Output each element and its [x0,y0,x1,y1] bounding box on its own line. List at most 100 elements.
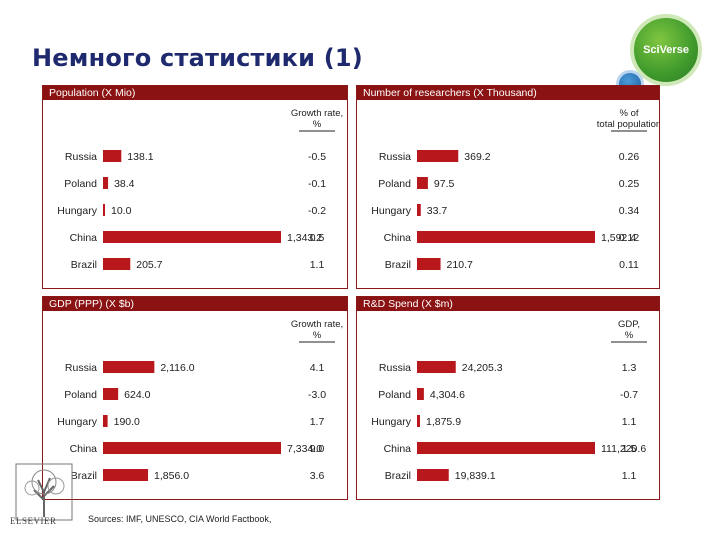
header-line: Growth rate, [291,108,343,119]
extra-value: -0.5 [308,151,326,163]
extra-value: 1.1 [622,470,637,482]
extra-value: 3.6 [310,470,325,482]
extra-value: 1.1 [310,259,325,271]
category-label: Hungary [57,416,97,428]
bar [103,231,281,243]
category-label: Brazil [385,259,411,271]
bar [103,258,131,270]
extra-value: 0.26 [619,151,640,163]
category-label: Russia [379,151,411,163]
bar [417,415,421,427]
panel-researchers: Number of researchers (X Thousand) % of t… [356,85,660,289]
header-line: Growth rate, [291,319,343,330]
extra-value: 4.1 [310,362,325,374]
extra-value: -0.7 [620,389,638,401]
value-label: 190.0 [114,416,140,428]
header-line: % [313,119,322,130]
chart-population: Growth rate, % Russia 138.1 -0.5 Poland 38.4 -0… [57,108,343,271]
value-label: 111,220.6 [601,443,646,455]
bar [417,204,421,216]
value-label: 4,304.6 [430,389,465,401]
value-label: 1,343.2 [287,232,322,244]
category-label: Russia [65,362,97,374]
value-label: 24,205.3 [462,362,503,374]
extra-column-header: Growth rate,% [291,319,343,341]
category-label: Hungary [371,416,411,428]
bar [103,150,122,162]
extra-value: -3.0 [308,389,326,401]
value-label: 205.7 [136,259,162,271]
extra-value: 0.34 [619,205,640,217]
header-line: % [625,330,634,341]
elsevier-tree-logo [15,463,73,521]
category-label: China [70,232,98,244]
bar [417,258,441,270]
value-label: 1,856.0 [154,470,189,482]
value-label: 19,839.1 [455,470,496,482]
value-label: 138.1 [127,151,153,163]
value-label: 33.7 [427,205,448,217]
category-label: Hungary [371,205,411,217]
header-line: GDP, [618,319,640,330]
category-label: Poland [64,389,97,401]
category-label: China [384,443,412,455]
extra-value: 1.1 [622,416,637,428]
panel-population: Population (X Mio) Growth rate,% Russia 13… [42,85,348,289]
category-label: Brazil [385,470,411,482]
panel-title: GDP (PPP) (X $b) [43,297,347,311]
sciverse-badge: SciVerse [630,14,702,86]
bar [417,388,424,400]
bar [103,388,119,400]
extra-value: 0.12 [619,232,640,244]
category-label: Russia [379,362,411,374]
category-label: China [384,232,412,244]
bar [103,469,149,481]
bar [417,442,595,454]
extra-value: 0.5 [310,232,325,244]
value-label: 1,592.4 [601,232,636,244]
category-label: Poland [64,178,97,190]
elsevier-logo-text: ELSEVIER [10,516,57,526]
value-label: 624.0 [124,389,150,401]
bar [103,442,281,454]
category-label: Brazil [71,259,97,271]
extra-column-header: % of total population [597,108,659,130]
extra-value: -0.2 [308,205,326,217]
header-line: total population [597,119,659,130]
category-label: China [70,443,98,455]
bar [103,361,155,373]
category-label: Poland [378,389,411,401]
value-label: 10.0 [111,205,132,217]
extra-value: 9.0 [310,443,325,455]
sources-note: Sources: IMF, UNESCO, CIA World Factbook… [88,514,272,524]
category-label: Russia [65,151,97,163]
extra-column-header: Growth rate,% [291,108,343,130]
panel-title: R&D Spend (X $m) [357,297,659,311]
bar [417,150,459,162]
extra-column-header: GDP,% [618,319,640,341]
value-label: 38.4 [114,178,135,190]
bar [103,204,105,216]
value-label: 7,334.0 [287,443,322,455]
category-label: Poland [378,178,411,190]
chart-researchers: % of total population Russia 369.2 0.26 Polan… [371,108,659,271]
page-title: Немного статистики (1) [32,44,363,72]
bar [103,177,109,189]
value-label: 369.2 [464,151,490,163]
header-line: % of [619,108,638,119]
extra-value: -0.1 [308,178,326,190]
extra-value: 0.11 [619,259,639,271]
header-line: % [313,330,322,341]
bar [103,415,108,427]
value-label: 2,116.0 [160,362,194,374]
chart-gdp: Growth rate, % Russia 2,116.0 4.1 Poland 624.0… [57,319,343,482]
bar [417,469,449,481]
extra-value: 0.25 [619,178,640,190]
category-label: Hungary [57,205,97,217]
value-label: 97.5 [434,178,455,190]
panel-rnd: R&D Spend (X $m) GDP,% Russia 24,205.3 1.3 P… [356,296,660,500]
extra-value: 1.5 [622,443,637,455]
bar [417,361,456,373]
bar [417,231,595,243]
chart-rnd: GDP, % Russia 24,205.3 1.3 Poland 4,304.6 -0.7 H… [371,319,647,482]
